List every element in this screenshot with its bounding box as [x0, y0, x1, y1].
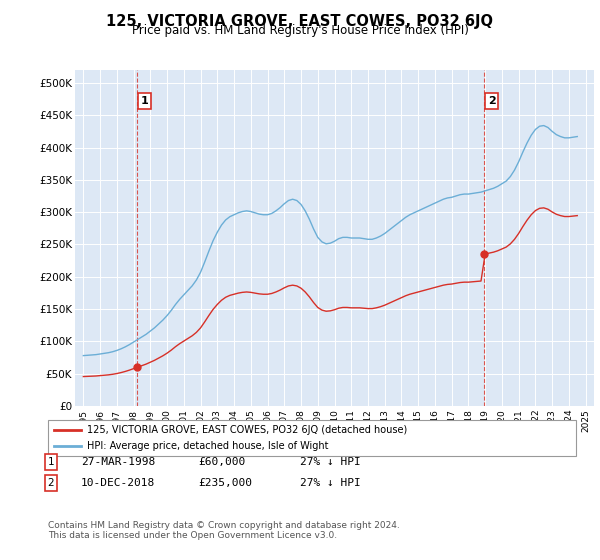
Text: 1: 1: [141, 96, 149, 106]
Text: 1: 1: [47, 457, 55, 467]
Text: 2: 2: [47, 478, 55, 488]
Text: 27% ↓ HPI: 27% ↓ HPI: [300, 457, 361, 467]
Text: HPI: Average price, detached house, Isle of Wight: HPI: Average price, detached house, Isle…: [87, 441, 329, 451]
Text: 125, VICTORIA GROVE, EAST COWES, PO32 6JQ: 125, VICTORIA GROVE, EAST COWES, PO32 6J…: [107, 14, 493, 29]
Text: 125, VICTORIA GROVE, EAST COWES, PO32 6JQ (detached house): 125, VICTORIA GROVE, EAST COWES, PO32 6J…: [87, 425, 407, 435]
Text: Price paid vs. HM Land Registry's House Price Index (HPI): Price paid vs. HM Land Registry's House …: [131, 24, 469, 37]
Text: 27-MAR-1998: 27-MAR-1998: [81, 457, 155, 467]
Text: 27% ↓ HPI: 27% ↓ HPI: [300, 478, 361, 488]
Text: Contains HM Land Registry data © Crown copyright and database right 2024.
This d: Contains HM Land Registry data © Crown c…: [48, 521, 400, 540]
Text: £235,000: £235,000: [198, 478, 252, 488]
Text: 10-DEC-2018: 10-DEC-2018: [81, 478, 155, 488]
Text: 2: 2: [488, 96, 496, 106]
Text: £60,000: £60,000: [198, 457, 245, 467]
